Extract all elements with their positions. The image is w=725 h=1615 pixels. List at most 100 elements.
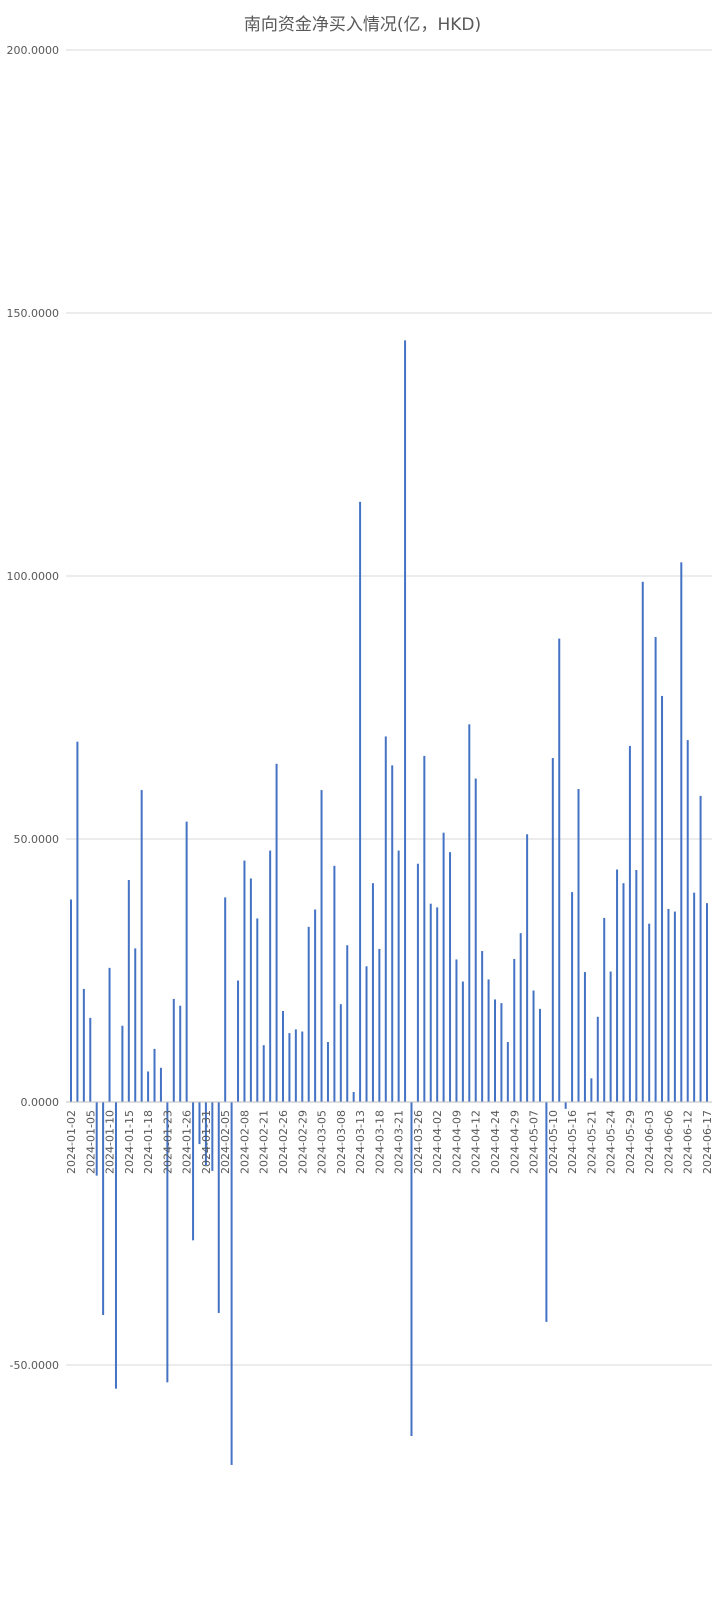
bar	[622, 883, 625, 1102]
bar	[423, 755, 426, 1102]
bar	[333, 865, 336, 1102]
bar	[326, 1042, 329, 1102]
bar	[577, 789, 580, 1102]
bar	[365, 966, 368, 1102]
bar	[706, 903, 708, 1102]
bar	[114, 1102, 117, 1389]
bar	[603, 917, 606, 1102]
x-tick-label: 2024-06-17	[701, 1110, 714, 1174]
bar	[282, 1011, 284, 1102]
x-tick-label: 2024-04-09	[450, 1110, 463, 1174]
x-tick-label: 2024-01-23	[161, 1110, 174, 1174]
x-tick-label: 2024-05-21	[585, 1110, 598, 1174]
x-tick-label: 2024-03-21	[393, 1110, 406, 1174]
x-tick-label: 2024-02-08	[238, 1110, 251, 1174]
bar	[217, 1102, 220, 1313]
x-tick-label: 2024-03-26	[412, 1110, 425, 1174]
bar	[352, 1092, 355, 1102]
x-tick-label: 2024-01-15	[123, 1110, 136, 1174]
bar	[153, 1048, 156, 1102]
bar	[121, 1025, 124, 1102]
bar	[314, 909, 317, 1102]
bar	[82, 988, 85, 1102]
x-tick-label: 2024-04-02	[431, 1110, 444, 1174]
bar	[404, 340, 407, 1102]
chart-title: 南向资金净买入情况(亿，HKD)	[243, 15, 482, 35]
x-tick-label: 2024-02-26	[277, 1110, 290, 1174]
x-tick-label: 2024-04-24	[489, 1110, 502, 1174]
y-tick-label: 50.0000	[14, 833, 60, 846]
bar	[192, 1102, 195, 1241]
bar	[461, 981, 464, 1102]
bar	[211, 1102, 214, 1171]
bar	[673, 911, 676, 1102]
x-tick-label: 2024-05-16	[566, 1110, 579, 1174]
y-tick-label: 100.0000	[7, 570, 60, 583]
bar	[359, 501, 362, 1103]
x-tick-label: 2024-01-05	[84, 1110, 97, 1174]
bar	[693, 892, 696, 1102]
bar	[545, 1102, 548, 1322]
bar	[70, 899, 72, 1102]
bar	[339, 1004, 342, 1102]
x-tick-label: 2024-02-05	[219, 1110, 232, 1174]
bar	[494, 999, 496, 1102]
x-tick-label: 2024-04-29	[508, 1110, 521, 1174]
bar	[538, 1008, 541, 1102]
bar	[571, 892, 574, 1102]
bar	[89, 1017, 92, 1102]
bar	[667, 908, 670, 1102]
bar	[102, 1102, 105, 1316]
bar	[172, 998, 175, 1102]
bar	[442, 832, 445, 1102]
bar	[243, 860, 246, 1102]
x-tick-label: 2024-06-06	[662, 1110, 675, 1174]
bar	[635, 870, 638, 1102]
bar	[654, 637, 657, 1102]
bar	[628, 745, 631, 1102]
x-tick-label: 2024-02-29	[296, 1110, 309, 1174]
bar	[346, 945, 349, 1102]
bar	[551, 757, 554, 1102]
x-tick-label: 2024-06-03	[643, 1110, 656, 1174]
bar	[506, 1042, 509, 1102]
bar	[378, 948, 381, 1102]
bar	[699, 795, 702, 1102]
bar	[198, 1102, 201, 1145]
x-tick-label: 2024-05-10	[547, 1110, 560, 1174]
bar	[680, 562, 683, 1102]
bar	[230, 1102, 233, 1465]
bar	[596, 1016, 599, 1102]
bar	[301, 1031, 304, 1102]
bar	[436, 907, 439, 1102]
x-tick-label: 2024-03-05	[316, 1110, 329, 1174]
bar	[127, 880, 130, 1102]
bar	[391, 765, 394, 1102]
bar	[558, 638, 561, 1102]
bar	[249, 878, 252, 1102]
bar	[262, 1045, 265, 1102]
bar	[661, 695, 664, 1102]
bar	[532, 990, 535, 1102]
bar	[397, 850, 400, 1102]
bar	[224, 897, 227, 1102]
bar	[519, 933, 522, 1102]
bar	[449, 852, 452, 1102]
x-tick-label: 2024-06-12	[682, 1110, 695, 1174]
bar	[564, 1102, 567, 1109]
x-tick-label: 2024-03-18	[373, 1110, 386, 1174]
bar	[159, 1067, 162, 1102]
y-tick-label: 0.0000	[21, 1096, 60, 1109]
bar	[481, 951, 484, 1102]
bar	[429, 903, 432, 1102]
bar	[140, 790, 143, 1102]
x-tick-label: 2024-03-08	[335, 1110, 348, 1174]
bar	[384, 736, 387, 1102]
bar	[609, 971, 612, 1102]
bar	[468, 724, 471, 1102]
x-tick-label: 2024-05-24	[605, 1110, 618, 1174]
bar	[648, 923, 651, 1102]
bar	[307, 926, 310, 1102]
x-tick-label: 2024-04-12	[470, 1110, 483, 1174]
